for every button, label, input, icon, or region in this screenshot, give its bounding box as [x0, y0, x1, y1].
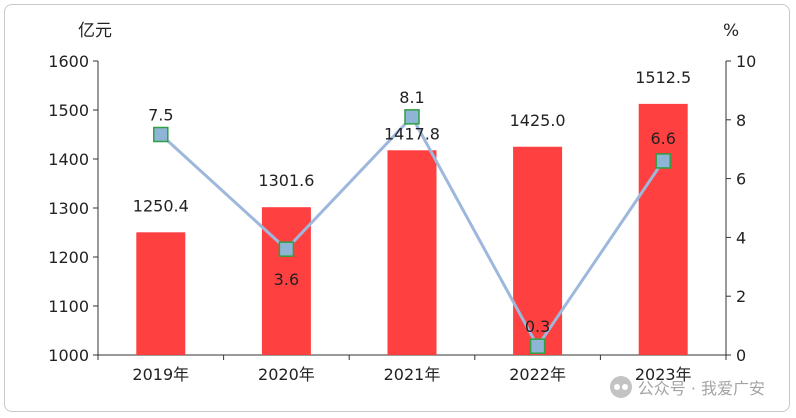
- x-tick-label: 2021年: [384, 365, 441, 384]
- line-marker: [404, 109, 420, 125]
- chart-frame: 亿元 % 1000 1100 1200 1300 1400 1500 1600 0 2 4 6 8 10…: [4, 4, 790, 412]
- left-tick-label: 1600: [48, 52, 89, 71]
- line-value-label: 6.6: [650, 129, 675, 148]
- bar-value-label: 1512.5: [635, 68, 691, 87]
- x-tick-label: 2022年: [509, 365, 566, 384]
- bar-value-label: 1301.6: [258, 171, 314, 190]
- right-tick-label: 8: [736, 111, 746, 130]
- line-value-label: 0.3: [525, 317, 550, 336]
- x-tick-label: 2019年: [132, 365, 189, 384]
- chart-svg: 亿元 % 10001100120013001400150016000246810…: [48, 21, 756, 384]
- bar: [638, 103, 688, 355]
- watermark: 公众号 · 我爱广安: [609, 375, 765, 399]
- line-value-label: 7.5: [148, 106, 173, 125]
- left-tick-label: 1100: [48, 297, 89, 316]
- bar-value-label: 1425.0: [510, 111, 566, 130]
- left-tick-label: 1200: [48, 248, 89, 267]
- right-axis-unit: %: [723, 21, 739, 41]
- left-tick-label: 1300: [48, 199, 89, 218]
- right-tick-label: 4: [736, 228, 746, 247]
- line-marker: [529, 338, 546, 354]
- line-marker: [278, 241, 295, 257]
- line-marker: [153, 126, 169, 143]
- bar: [136, 232, 186, 355]
- right-tick-label: 10: [736, 52, 756, 71]
- watermark-text: 公众号 · 我爱广安: [637, 379, 765, 398]
- axes: 1000 1100 1200 1300 1400 1500 1600 0 2 4 6 8 10 2019年…: [48, 52, 756, 384]
- left-axis-unit: 亿元: [78, 21, 112, 41]
- right-tick-label: 2: [736, 287, 746, 306]
- right-tick-label: 6: [736, 170, 746, 189]
- left-tick-label: 1500: [48, 101, 89, 120]
- data-labels: 1250.4 1301.6 1417.8 1425.0 1512.5 7.5 3.6 8.1 0…: [133, 68, 691, 336]
- line-value-label: 8.1: [399, 88, 424, 107]
- right-tick-label: 0: [736, 346, 746, 365]
- line-value-label: 3.6: [274, 270, 299, 289]
- x-tick-label: 2023年: [635, 365, 692, 384]
- bar-value-label: 1417.8: [384, 124, 440, 143]
- wechat-icon: [609, 376, 632, 398]
- x-tick-label: 2020年: [258, 365, 315, 384]
- bar: [387, 150, 437, 355]
- left-tick-label: 1000: [48, 346, 89, 365]
- left-tick-label: 1400: [48, 150, 89, 169]
- line-marker: [655, 153, 671, 169]
- line-series: [153, 109, 671, 354]
- bar-value-label: 1250.4: [133, 196, 189, 215]
